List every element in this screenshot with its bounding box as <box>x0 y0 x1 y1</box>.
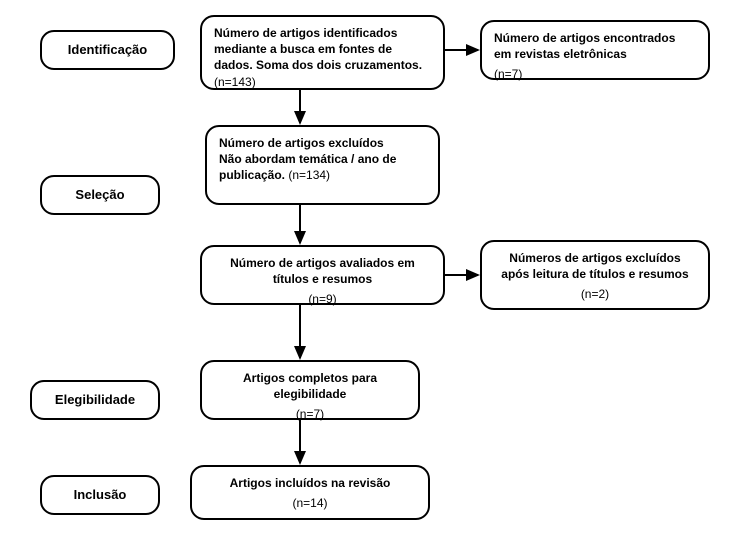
flow-node-evaluated: Número de artigos avaliados em títulos e… <box>200 245 445 305</box>
flow-node-identified: Número de artigos identificados mediante… <box>200 15 445 90</box>
flow-node-excluded-title: Números de artigos excluídos após leitur… <box>480 240 710 310</box>
node-count: (n=9) <box>214 291 431 307</box>
stage-label-identificacao: Identificação <box>40 30 175 70</box>
node-count: (n=143) <box>214 75 256 89</box>
stage-text: Inclusão <box>74 486 127 504</box>
node-line: Número de artigos excluídos <box>219 135 426 151</box>
stage-text: Elegibilidade <box>55 391 135 409</box>
node-line: Número de artigos identificados mediante… <box>214 25 431 90</box>
flow-node-fulltext: Artigos completos para elegibilidade (n=7… <box>200 360 420 420</box>
node-line: Artigos completos para elegibilidade <box>214 370 406 402</box>
node-line: Não abordam temática / ano de publicação… <box>219 151 426 183</box>
node-line: Artigos incluídos na revisão <box>204 475 416 491</box>
stage-label-elegibilidade: Elegibilidade <box>30 380 160 420</box>
node-count: (n=14) <box>204 495 416 511</box>
stage-label-inclusao: Inclusão <box>40 475 160 515</box>
flow-node-included: Artigos incluídos na revisão (n=14) <box>190 465 430 520</box>
flow-node-electronic: Número de artigos encontrados em revista… <box>480 20 710 80</box>
stage-text: Identificação <box>68 41 147 59</box>
node-line: Números de artigos excluídos após leitur… <box>494 250 696 282</box>
node-line: Número de artigos encontrados em revista… <box>494 30 696 62</box>
node-count: (n=7) <box>214 406 406 422</box>
flow-node-excluded-topic: Número de artigos excluídosNão abordam t… <box>205 125 440 205</box>
stage-text: Seleção <box>75 186 124 204</box>
node-count: (n=2) <box>494 286 696 302</box>
node-count: (n=7) <box>494 66 696 82</box>
node-count: (n=134) <box>288 168 330 182</box>
stage-label-selecao: Seleção <box>40 175 160 215</box>
node-line: Número de artigos avaliados em títulos e… <box>214 255 431 287</box>
